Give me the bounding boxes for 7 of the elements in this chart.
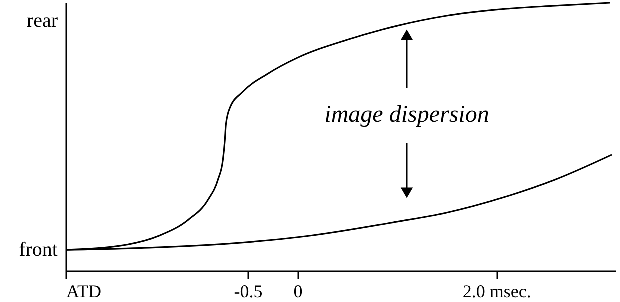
text: front (19, 239, 58, 261)
text: rear (26, 10, 58, 32)
annotation: image dispersion (324, 102, 490, 128)
x-tick-label: 2.0 msec. (462, 282, 532, 302)
x-tick-label: ATD (66, 282, 102, 302)
x-tick-label: -0.5 (234, 282, 263, 302)
x-tick-label: 0 (294, 282, 303, 302)
